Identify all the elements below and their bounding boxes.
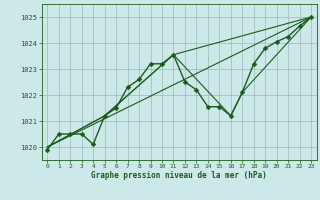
X-axis label: Graphe pression niveau de la mer (hPa): Graphe pression niveau de la mer (hPa) <box>91 171 267 180</box>
